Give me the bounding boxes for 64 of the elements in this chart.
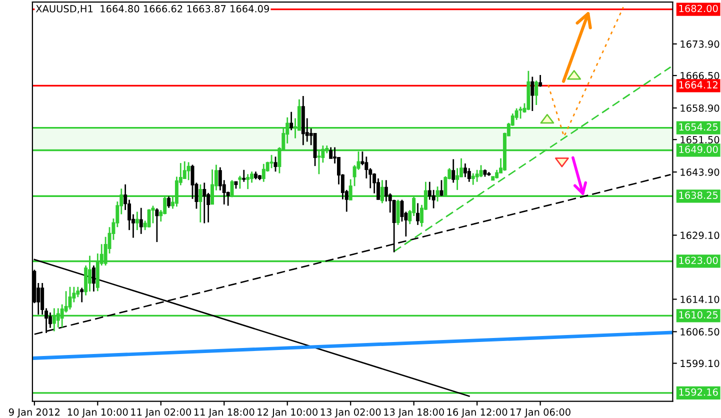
candlestick [471,172,475,186]
x-tick-label: 10 Jan 10:00 [68,408,128,418]
candlestick [238,175,242,190]
y-tick-label: 1666.50 [680,72,720,80]
candlestick [376,178,380,200]
candlestick [440,179,444,197]
candlestick [186,162,190,181]
ref-line-label: 1664.12 [679,81,718,89]
candlestick [92,264,96,292]
y-tick-label: 1651.50 [680,136,720,144]
ref-line-label: 1654.25 [679,123,718,131]
candlestick [467,167,471,183]
candlestick [396,199,400,226]
candlestick [534,80,538,106]
candlestick [262,163,266,183]
candlestick [270,154,274,169]
x-tick-label: 17 Jan 06:00 [510,408,570,418]
candlestick [530,76,534,112]
ref-line-label: 1638.25 [679,192,718,199]
ref-line-label: 1592.16 [679,388,718,396]
candlestick [151,205,155,224]
y-tick-label: 1629.10 [680,232,720,240]
candlestick [139,207,143,235]
candlestick [518,106,522,120]
y-tick-label: 1614.10 [680,296,720,304]
candlestick [416,202,420,226]
candlestick [538,74,542,88]
candlestick [290,111,294,131]
candlestick [167,196,171,209]
candlestick [313,132,317,167]
y-tick-label: 1599.10 [680,360,720,368]
candlestick [135,211,139,231]
candlestick [246,173,250,190]
x-tick-label: 11 Jan 18:00 [194,408,254,418]
x-tick-label: 13 Jan 02:00 [320,408,381,418]
ref-line-label: 1682.00 [679,4,718,12]
chart-title: XAUUSD,H1 1664.80 1666.62 1663.87 1664.09 [36,5,270,14]
x-tick-label: 12 Jan 10:00 [258,408,318,418]
x-tick-label: 11 Jan 02:00 [131,408,192,418]
candlestick [242,169,246,183]
candlestick [68,286,72,310]
candlestick [456,167,460,191]
candlestick [76,286,80,298]
candlestick [475,169,479,183]
x-tick-label: 13 Jan 18:00 [384,408,444,418]
ref-line-label: 1610.25 [679,311,718,318]
y-tick-label: 1643.90 [680,168,720,176]
ref-line-label: 1649.00 [679,146,718,154]
candlestick [80,287,84,303]
y-tick-label: 1658.90 [680,104,720,112]
ref-line-label: 1623.00 [679,256,718,264]
y-tick-label: 1673.90 [680,40,720,48]
candlestick [274,156,278,172]
y-tick-label: 1606.50 [680,328,720,336]
x-tick-label: 9 Jan 2012 [8,408,60,418]
candlestick [202,182,206,224]
candlestick [463,162,467,178]
x-tick-label: 16 Jan 12:00 [447,408,508,418]
candlestick [329,146,333,160]
candlestick [155,208,159,243]
candlestick [48,312,52,329]
candlestick [452,158,456,184]
candlestick [147,208,151,228]
candlestick [479,164,483,178]
